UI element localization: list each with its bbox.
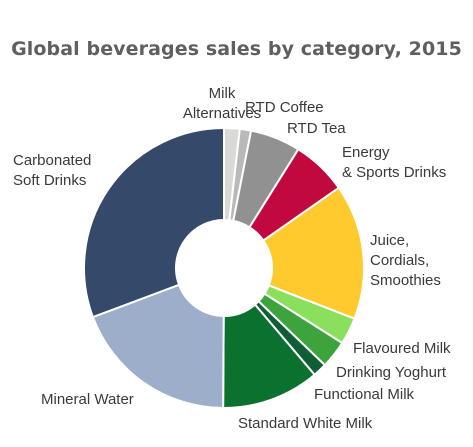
label-rtd-coffee: RTD Coffee [245, 99, 324, 116]
label-juice-cordials-smoothies: Juice, Cordials, Smoothies [370, 232, 441, 289]
label-mineral-water: Mineral Water [41, 391, 134, 408]
label-rtd-tea: RTD Tea [287, 120, 346, 137]
label-milk-alternatives: Milk Alternatives [183, 85, 261, 122]
slice-juice-cordials-smoothies [261, 186, 365, 321]
label-functional-milk: Functional Milk [314, 386, 415, 403]
chart-title: Global beverages sales by category, 2015 [11, 38, 462, 60]
label-standard-white-milk: Standard White Milk [238, 415, 373, 432]
label-flavoured-milk: Flavoured Milk [353, 340, 451, 357]
label-drinking-yoghurt: Drinking Yoghurt [336, 364, 447, 381]
label-energy-sports-drinks: Energy & Sports Drinks [342, 144, 446, 181]
label-carbonated-soft-drinks: Carbonated Soft Drinks [13, 152, 91, 189]
slice-mineral-water [91, 283, 225, 410]
slice-carbonated-soft-drinks [83, 126, 225, 319]
slice-standard-white-milk [222, 303, 316, 409]
